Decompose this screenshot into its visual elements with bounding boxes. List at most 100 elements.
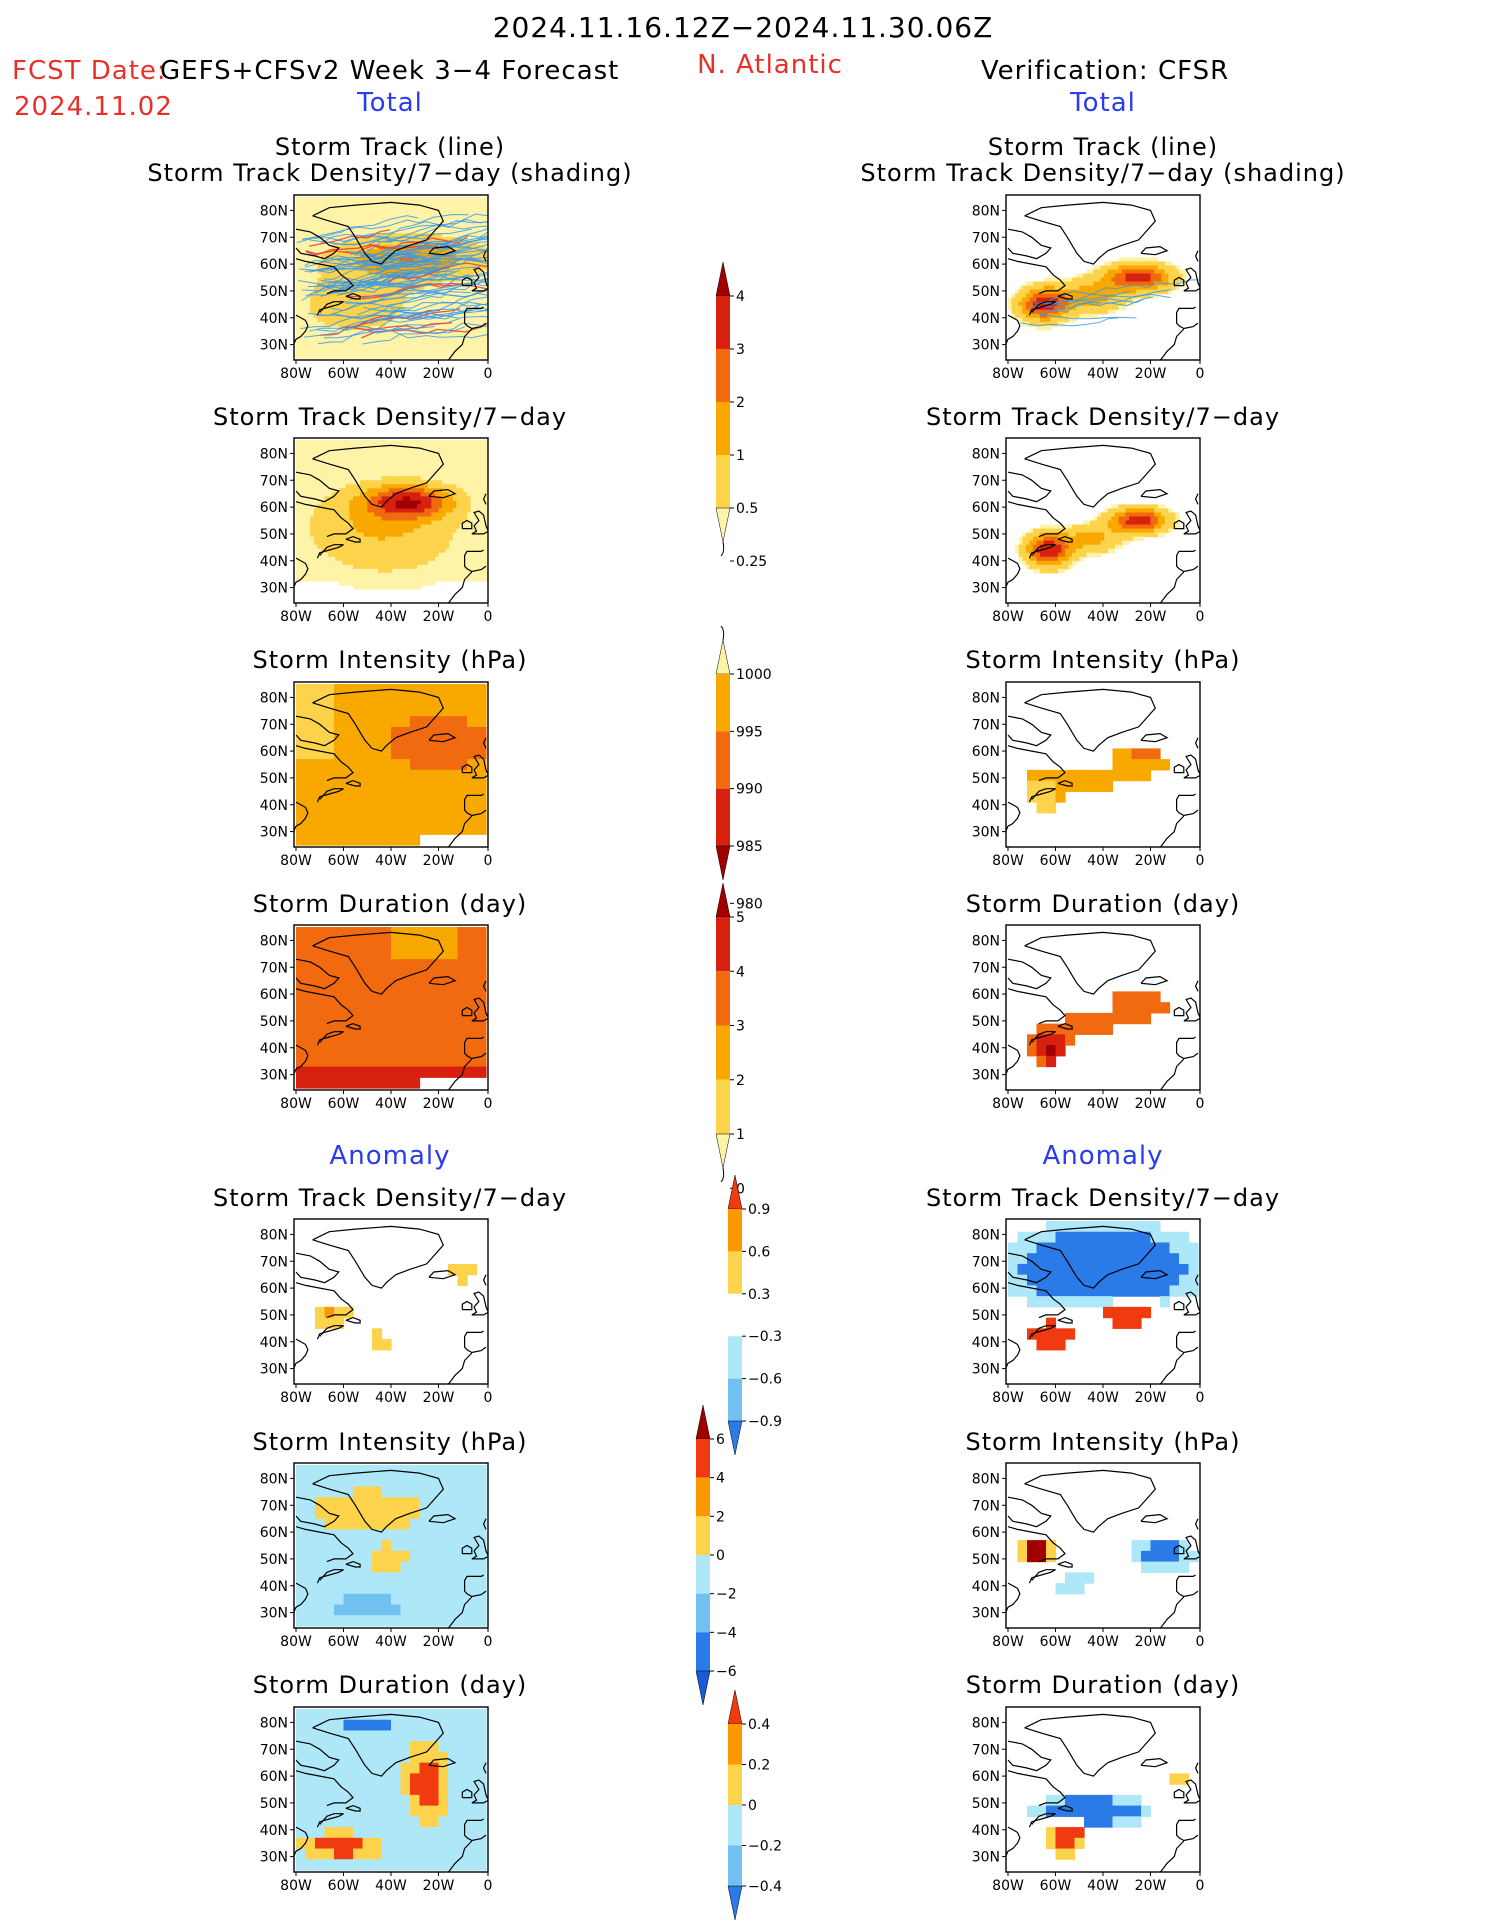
field-cell [410, 353, 415, 359]
field-cell [484, 253, 488, 258]
field-cell [470, 209, 475, 214]
field-cell [343, 937, 354, 950]
field-cell [338, 500, 343, 505]
field-cell [331, 464, 336, 469]
field-cell [456, 532, 461, 538]
field-cell [420, 504, 425, 510]
field-cell [338, 528, 343, 534]
field-cell [434, 293, 440, 299]
field-cell [356, 213, 361, 218]
field-cell [310, 349, 315, 355]
field-cell [484, 245, 488, 250]
field-cell [456, 488, 461, 493]
field-cell [313, 520, 318, 526]
field-cell [449, 325, 454, 331]
field-cell [372, 1002, 383, 1014]
field-cell [427, 508, 432, 514]
field-cell [370, 508, 375, 514]
field-cell [320, 257, 326, 262]
field-cell [349, 265, 354, 271]
field-cell [349, 213, 354, 218]
field-cell [296, 980, 307, 992]
field-cell [345, 512, 351, 518]
field-cell [438, 552, 443, 558]
field-cell [353, 345, 358, 351]
field-cell [324, 197, 329, 202]
field-cell [377, 337, 383, 343]
field-cell [296, 273, 301, 279]
field-cell [456, 472, 461, 477]
field-cell [459, 496, 465, 501]
field-cell [406, 325, 411, 331]
field-cell [374, 520, 379, 526]
field-cell [410, 572, 415, 578]
field-cell [438, 516, 443, 522]
field-cell [402, 484, 408, 489]
field-cell [362, 1066, 373, 1078]
field-cell [395, 560, 400, 566]
field-cell [391, 716, 402, 728]
field-cell [310, 205, 315, 210]
field-cell [363, 484, 368, 489]
field-cell [484, 229, 488, 234]
field-cell [476, 748, 487, 760]
field-cell [424, 221, 429, 226]
panel-title-anom-intensity-left: Storm Intensity (hPa) [252, 1428, 528, 1456]
field-cell [470, 536, 475, 542]
field-cell [484, 205, 488, 210]
field-cell [360, 496, 365, 501]
field-cell [427, 576, 432, 582]
field-cell [299, 440, 304, 445]
field-cell [438, 532, 443, 538]
field-cell [392, 576, 397, 582]
field-cell [372, 959, 383, 971]
field-cell [381, 512, 386, 518]
field-cell [420, 225, 425, 230]
field-cell [481, 544, 486, 550]
field-cell [474, 544, 479, 550]
field-cell [392, 197, 397, 202]
field-cell [484, 261, 488, 267]
field-cell [345, 508, 351, 514]
field-cell [317, 289, 322, 295]
field-cell [296, 456, 301, 461]
field-cell [356, 548, 361, 554]
field-cell [484, 504, 488, 510]
field-cell [410, 492, 415, 497]
field-cell [345, 217, 351, 222]
field-cell [476, 705, 487, 717]
field-cell [442, 508, 447, 514]
field-cell [381, 241, 386, 246]
field-cell [427, 301, 432, 307]
field-cell [476, 684, 487, 696]
field-cell [392, 544, 397, 550]
field-cell [467, 1023, 478, 1035]
field-cell [331, 213, 336, 218]
field-cell [345, 580, 351, 586]
panel-title-track-shading-right: Storm Track Density/7−day (shading) [860, 159, 1346, 187]
field-cell [356, 444, 361, 449]
field-cell [438, 705, 449, 717]
field-cell [381, 572, 386, 578]
field-cell [306, 536, 311, 542]
field-cell [424, 197, 429, 202]
field-cell [381, 1012, 392, 1025]
field-cell [467, 1045, 478, 1057]
storm-track [332, 247, 488, 266]
field-cell [391, 1012, 402, 1025]
field-cell [445, 237, 450, 242]
field-cell [299, 464, 304, 469]
field-cell [320, 313, 326, 319]
field-cell [324, 1034, 335, 1046]
field-cell [399, 544, 404, 550]
field-cell [452, 496, 457, 501]
field-cell [481, 556, 486, 562]
field-cell [381, 769, 392, 782]
field-cell [353, 329, 358, 335]
field-cell [417, 452, 422, 457]
field-cell [324, 229, 329, 234]
field-cell [296, 508, 301, 514]
field-cell [296, 281, 301, 287]
field-cell [410, 241, 415, 246]
field-cell [449, 448, 454, 453]
